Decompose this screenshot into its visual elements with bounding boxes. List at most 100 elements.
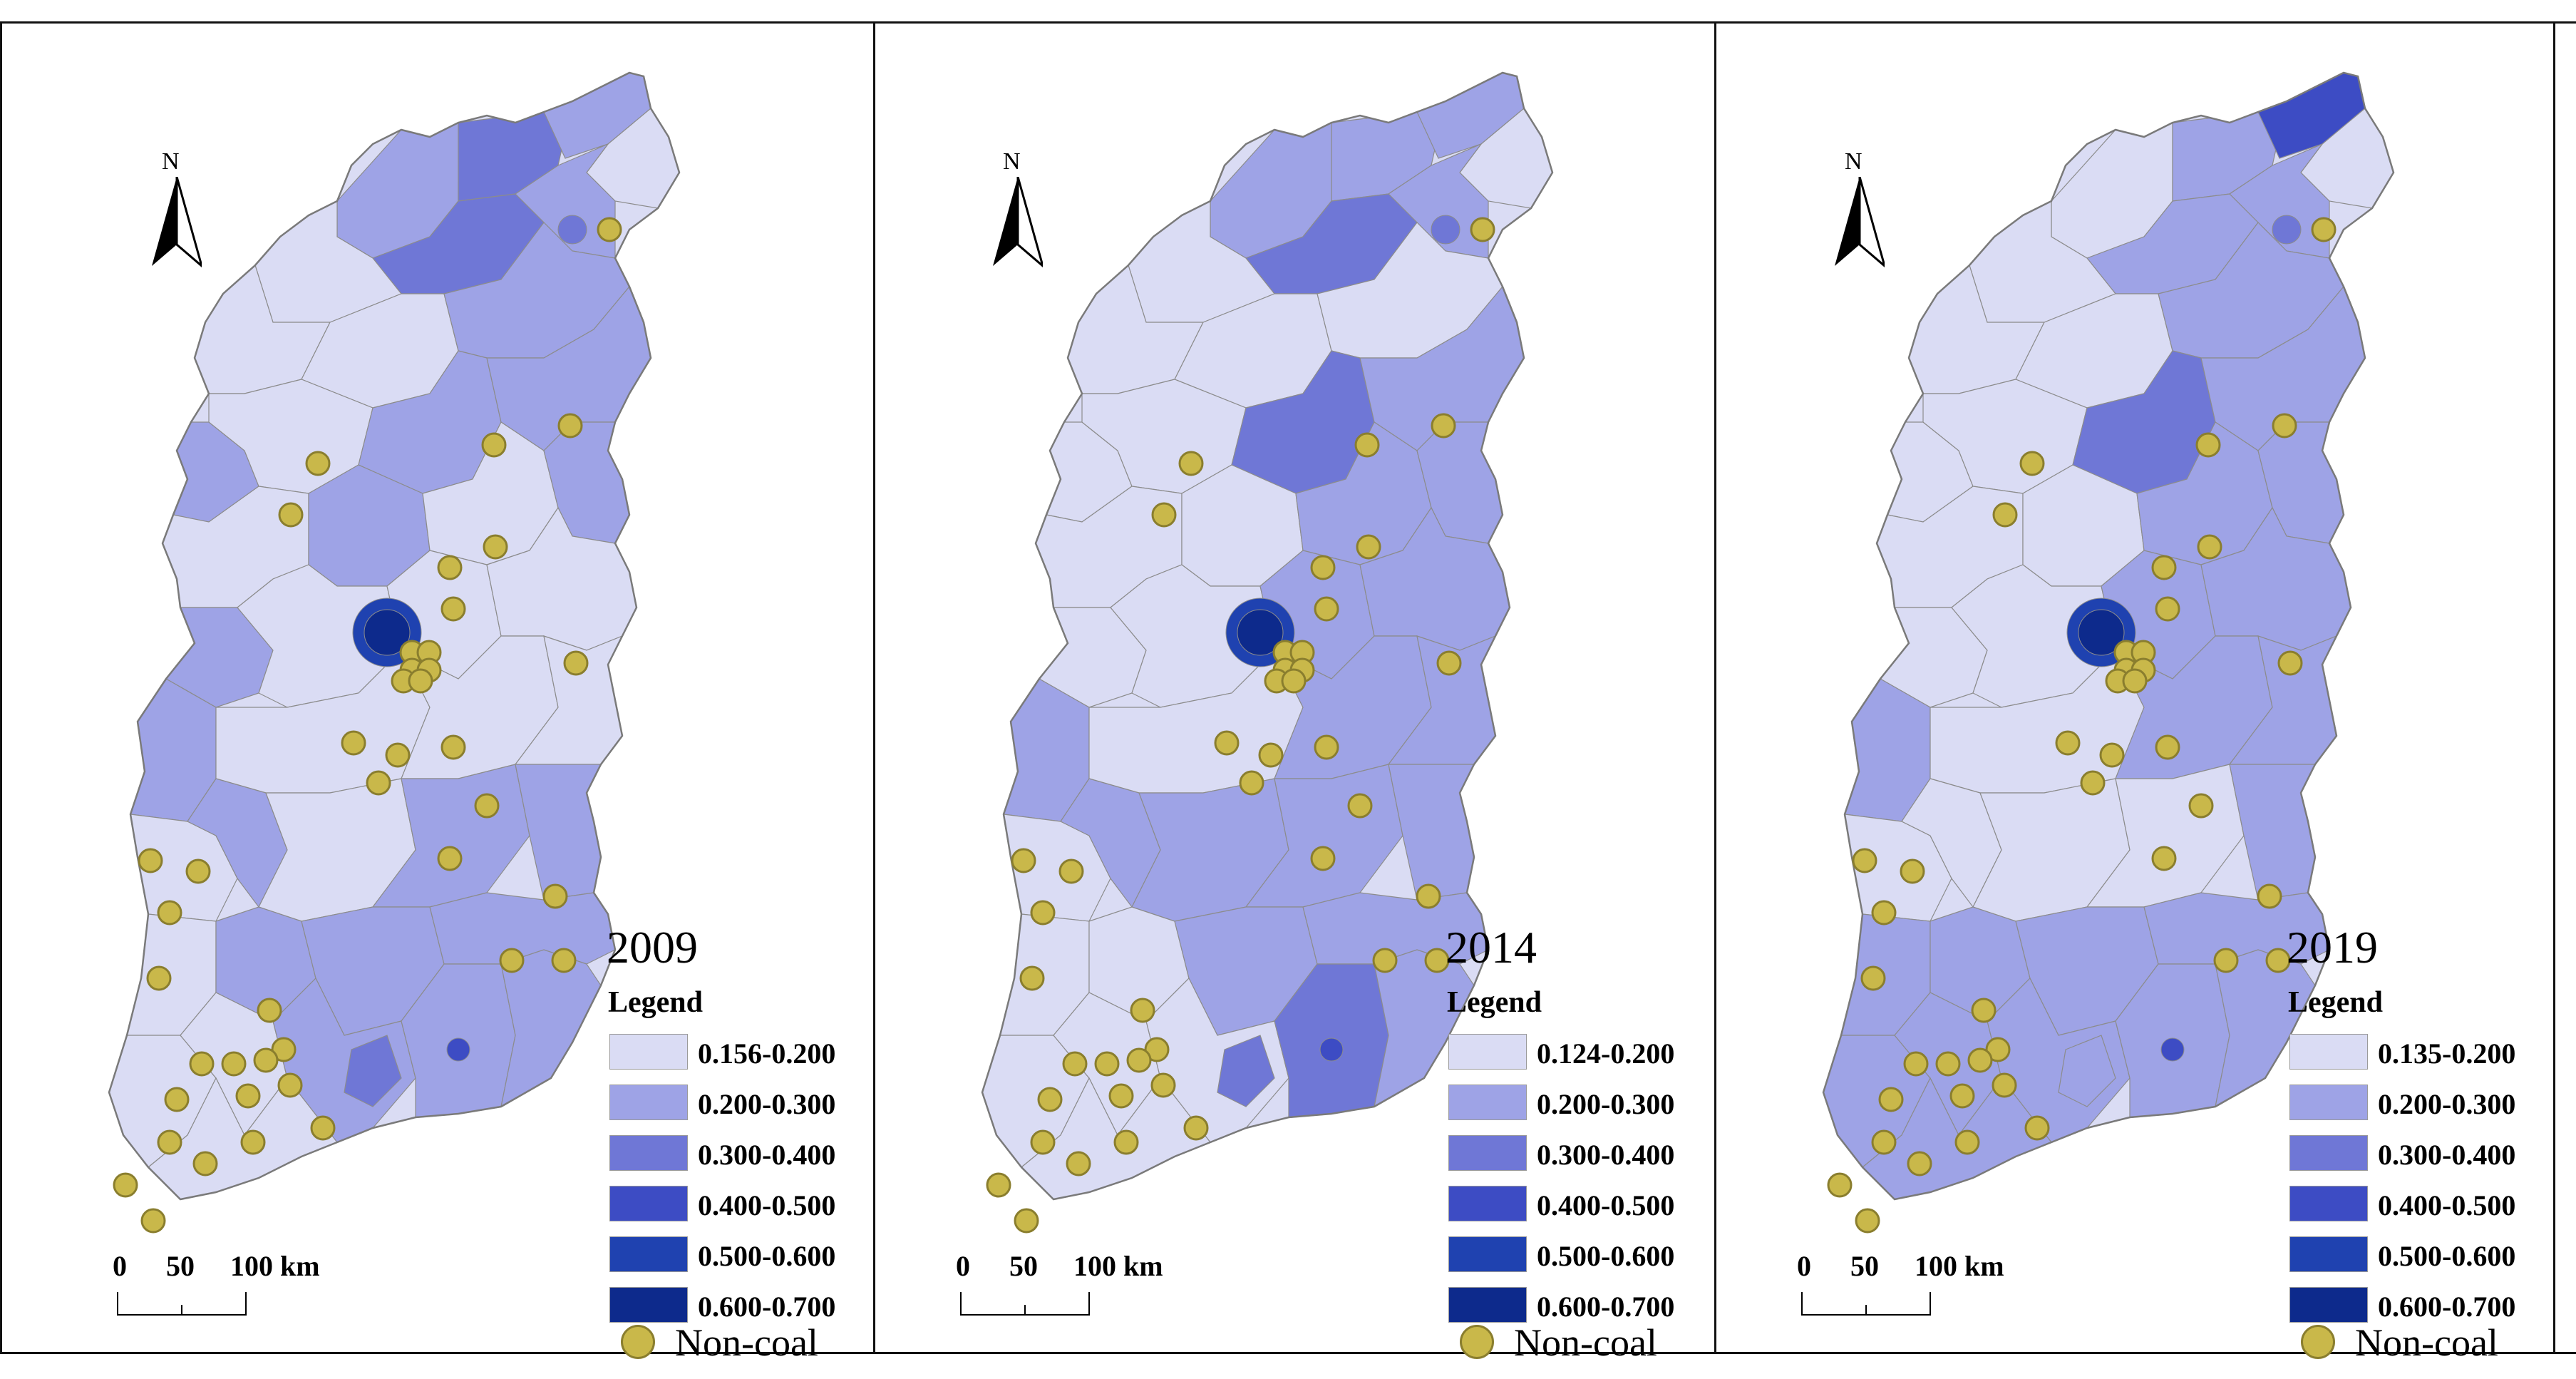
noncoal-point [474, 793, 500, 819]
legend-title: Legend [608, 986, 704, 1019]
noncoal-point [1030, 900, 1056, 926]
noncoal-point [192, 1151, 218, 1176]
noncoal-point [366, 770, 391, 796]
map-panel-2009: N 2009 Legend 0.156-0.200 0.200-0.300 0.30… [0, 23, 841, 1364]
noncoal-point [2265, 948, 2291, 973]
noncoal-point [1314, 734, 1339, 760]
noncoal-point [253, 1047, 279, 1073]
noncoal-point [481, 432, 507, 458]
urban-core-region [2078, 609, 2125, 656]
noncoal-point [2188, 793, 2214, 819]
noncoal-point [1416, 883, 1441, 909]
noncoal-point [1424, 948, 1450, 973]
scale-bar-line [117, 1292, 247, 1316]
noncoal-point [1062, 1051, 1088, 1077]
noncoal-point [235, 1083, 261, 1109]
legend-label: 0.200-0.300 [1537, 1088, 1675, 1120]
noncoal-point [1967, 1047, 1993, 1073]
legend-swatch [609, 1287, 688, 1323]
noncoal-point [1037, 1087, 1063, 1112]
noncoal-point [2151, 846, 2177, 871]
noncoal-point [2277, 650, 2303, 676]
year-label: 2009 [607, 922, 698, 973]
noncoal-point [1108, 1083, 1134, 1109]
noncoal-point [408, 668, 433, 694]
scale-tick-100: 100 km [1073, 1250, 1163, 1282]
frame-top-border [0, 21, 2576, 24]
noncoal-point [1183, 1115, 1209, 1141]
noncoal-point [2122, 668, 2148, 694]
north-arrow-icon [993, 177, 1043, 267]
noncoal-point [2213, 948, 2239, 973]
noncoal-point [1314, 596, 1339, 622]
noncoal-point [1258, 742, 1284, 768]
urban-core-region [2272, 215, 2302, 245]
noncoal-point [1354, 432, 1380, 458]
noncoal-point [278, 502, 304, 528]
legend-swatch [1448, 1186, 1527, 1221]
noncoal-point [310, 1115, 336, 1141]
noncoal-point [277, 1072, 303, 1098]
noncoal-point [240, 1129, 266, 1155]
noncoal-point [1030, 1129, 1056, 1155]
map-panel-2014: N 2014 Legend 0.124-0.200 0.200-0.300 0.30… [873, 23, 1714, 1364]
scale-bar-line [960, 1292, 1090, 1316]
legend-title: Legend [2288, 986, 2384, 1019]
noncoal-point [1310, 846, 1336, 871]
noncoal-point [1356, 534, 1381, 560]
legend-swatch [1448, 1135, 1527, 1171]
noncoal-point [499, 948, 525, 973]
noncoal-point [1310, 555, 1336, 580]
urban-core-region [446, 1037, 470, 1062]
urban-core-region [364, 609, 411, 656]
legend-label: 0.600-0.700 [2378, 1291, 2516, 1323]
noncoal-point [2257, 883, 2282, 909]
legend-swatch [1448, 1085, 1527, 1120]
legend-label: 0.156-0.200 [698, 1037, 836, 1070]
noncoal-point [1126, 1047, 1152, 1073]
legend-swatch [609, 1186, 688, 1221]
scale-tick-50: 50 [1850, 1250, 1879, 1282]
choropleth-map [108, 71, 681, 1234]
noncoal-point [140, 1208, 166, 1234]
legend-label: 0.500-0.600 [698, 1240, 836, 1272]
north-label: N [162, 148, 180, 175]
legend-swatch [609, 1085, 688, 1120]
noncoal-point [1860, 965, 1886, 991]
noncoal-point [1058, 858, 1084, 884]
legend-swatch [2289, 1085, 2368, 1120]
legend-label: 0.124-0.200 [1537, 1037, 1675, 1070]
urban-core-region [1237, 609, 1284, 656]
year-label: 2019 [2287, 922, 2378, 973]
legend-label: 0.300-0.400 [2378, 1139, 2516, 1171]
choropleth-map [1822, 71, 2395, 1234]
county-region [1217, 1035, 1275, 1107]
noncoal-point [1372, 948, 1398, 973]
legend-swatch [609, 1135, 688, 1171]
noncoal-point [1014, 1208, 1039, 1234]
noncoal-point [1871, 1129, 1897, 1155]
noncoal-point [1019, 965, 1045, 991]
legend-swatch [2289, 1034, 2368, 1070]
scale-tick-50: 50 [166, 1250, 195, 1282]
noncoal-point [2055, 730, 2081, 756]
scale-tick-100: 100 km [230, 1250, 320, 1282]
scale-bar-line [1801, 1292, 1931, 1316]
noncoal-point [1011, 848, 1036, 873]
scale-tick-100: 100 km [1915, 1250, 2004, 1282]
noncoal-point [113, 1172, 138, 1198]
legend-label: 0.400-0.500 [1537, 1189, 1675, 1221]
legend-label: 0.600-0.700 [1537, 1291, 1675, 1323]
noncoal-point [542, 883, 568, 909]
noncoal-point [2080, 770, 2106, 796]
legend-swatch [2289, 1186, 2368, 1221]
noncoal-point [597, 217, 622, 242]
legend-label: 0.300-0.400 [698, 1139, 836, 1171]
noncoal-point [164, 1087, 190, 1112]
noncoal-marker-icon [621, 1325, 655, 1359]
legend-label: 0.400-0.500 [698, 1189, 836, 1221]
legend-label: 0.500-0.600 [1537, 1240, 1675, 1272]
noncoal-point [2019, 451, 2045, 476]
scale-tick-0: 0 [1797, 1250, 1811, 1282]
